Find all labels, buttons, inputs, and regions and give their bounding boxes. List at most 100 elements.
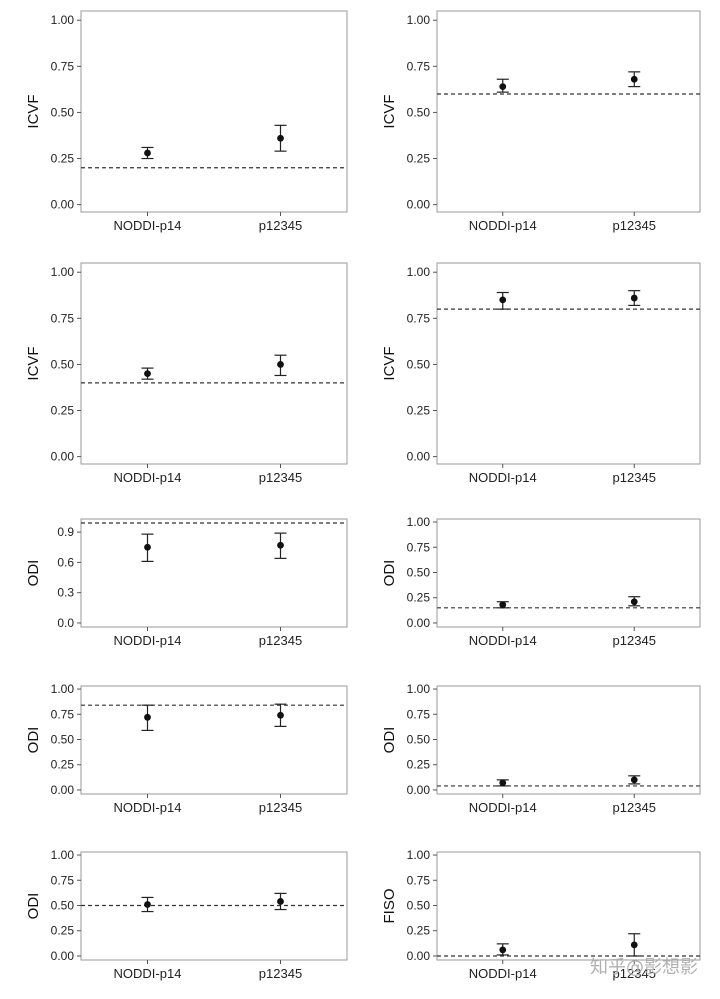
x-tick-label: NODDI-p14	[114, 470, 182, 485]
data-point	[630, 776, 638, 784]
data-point	[277, 541, 284, 549]
y-tick-label: 0.9	[57, 525, 74, 539]
y-tick-label: 0.00	[51, 783, 75, 797]
plot-frame	[436, 262, 701, 465]
data-point	[277, 134, 284, 142]
y-tick-label: 0.75	[407, 311, 431, 325]
x-tick-label: NODDI-p14	[114, 633, 182, 648]
chart-panel-4: 0.00 0.25 0.50 0.75 1.00 NODDI-p14 p12345 ICVF	[381, 262, 701, 485]
y-tick-label: 0.25	[407, 404, 431, 418]
y-tick-label: 0.50	[407, 898, 431, 912]
y-tick-label: 0.3	[57, 586, 74, 600]
plot-frame	[80, 10, 348, 213]
y-tick-label: 0.50	[407, 732, 431, 746]
y-tick-label: 0.75	[407, 59, 431, 73]
y-tick-label: 0.00	[51, 949, 75, 963]
x-tick-label: p12345	[259, 633, 302, 648]
chart-panel-3: 0.00 0.25 0.50 0.75 1.00 NODDI-p14 p12345 ICVF	[25, 262, 348, 485]
y-tick-label: 0.00	[407, 949, 431, 963]
y-tick-label: 0.25	[51, 152, 75, 166]
y-tick-label: 0.50	[407, 105, 431, 119]
x-tick-label: NODDI-p14	[469, 470, 537, 485]
y-tick-label: 1.00	[407, 848, 431, 862]
x-tick-label: p12345	[259, 800, 302, 815]
chart-panel-9: 0.00 0.25 0.50 0.75 1.00 NODDI-p14 p12345 ODI	[25, 848, 348, 981]
y-tick-label: 0.6	[57, 555, 74, 569]
data-point	[630, 75, 638, 83]
data-point	[499, 83, 507, 91]
y-tick-label: 0.25	[51, 758, 75, 772]
data-point	[630, 941, 638, 949]
plot-frame	[80, 262, 348, 465]
y-tick-label: 0.00	[407, 198, 431, 212]
data-point	[144, 543, 151, 551]
x-tick-label: NODDI-p14	[114, 800, 182, 815]
y-axis-title: ODI	[25, 560, 42, 587]
y-tick-label: 0.00	[407, 783, 431, 797]
chart-panel-8: 0.00 0.25 0.50 0.75 1.00 NODDI-p14 p12345 ODI	[381, 682, 701, 815]
y-tick-label: 0.75	[407, 873, 431, 887]
y-tick-label: 0.00	[51, 450, 75, 464]
y-axis-title: ODI	[25, 893, 42, 920]
y-tick-label: 0.50	[407, 565, 431, 579]
y-tick-label: 0.25	[407, 924, 431, 938]
data-point	[277, 898, 284, 905]
x-tick-label: p12345	[259, 470, 302, 485]
data-point	[499, 601, 507, 609]
chart-panel-6: 0.00 0.25 0.50 0.75 1.00 NODDI-p14 p12345 ODI	[381, 515, 701, 648]
y-tick-label: 0.75	[407, 540, 431, 554]
y-tick-label: 0.0	[57, 616, 74, 630]
y-tick-label: 1.00	[51, 13, 75, 27]
x-tick-label: NODDI-p14	[469, 800, 537, 815]
plot-frame	[436, 851, 701, 961]
x-tick-label: p12345	[613, 966, 656, 981]
plot-frame	[80, 685, 348, 795]
y-tick-label: 0.50	[407, 357, 431, 371]
data-point	[144, 901, 151, 908]
x-tick-label: p12345	[613, 218, 656, 233]
data-point	[630, 598, 638, 606]
y-tick-label: 0.00	[407, 450, 431, 464]
chart-panel-1: 0.00 0.25 0.50 0.75 1.00 NODDI-p14 p12345 ICVF	[25, 10, 348, 233]
y-tick-label: 0.50	[51, 105, 75, 119]
plot-frame	[436, 10, 701, 213]
y-tick-label: 0.50	[51, 898, 75, 912]
y-tick-label: 1.00	[407, 13, 431, 27]
y-tick-label: 1.00	[51, 848, 75, 862]
y-tick-label: 0.50	[51, 357, 75, 371]
y-tick-label: 0.25	[407, 758, 431, 772]
y-tick-label: 0.25	[51, 924, 75, 938]
y-axis-title: ICVF	[381, 346, 398, 380]
data-point	[630, 294, 638, 302]
x-tick-label: p12345	[613, 470, 656, 485]
x-tick-label: p12345	[613, 633, 656, 648]
y-axis-title: ODI	[381, 560, 398, 587]
y-axis-title: FISO	[381, 888, 398, 923]
y-tick-label: 1.00	[51, 682, 75, 696]
y-tick-label: 0.00	[51, 198, 75, 212]
x-tick-label: p12345	[259, 218, 302, 233]
x-tick-label: NODDI-p14	[469, 218, 537, 233]
data-point	[144, 149, 151, 157]
y-tick-label: 0.75	[51, 707, 75, 721]
x-tick-label: p12345	[613, 800, 656, 815]
y-tick-label: 1.00	[407, 265, 431, 279]
y-tick-label: 0.75	[51, 873, 75, 887]
x-tick-label: NODDI-p14	[469, 966, 537, 981]
y-tick-label: 0.00	[407, 616, 431, 630]
y-tick-label: 0.75	[407, 707, 431, 721]
plot-frame	[80, 518, 348, 628]
data-point	[144, 370, 151, 378]
plot-frame	[436, 685, 701, 795]
y-axis-title: ODI	[381, 727, 398, 754]
y-tick-label: 0.25	[407, 591, 431, 605]
y-tick-label: 0.75	[51, 311, 75, 325]
y-axis-title: ODI	[25, 727, 42, 754]
y-axis-title: ICVF	[381, 94, 398, 128]
chart-panel-7: 0.00 0.25 0.50 0.75 1.00 NODDI-p14 p12345 ODI	[25, 682, 348, 815]
y-tick-label: 0.50	[51, 732, 75, 746]
y-axis-title: ICVF	[25, 346, 42, 380]
x-tick-label: NODDI-p14	[469, 633, 537, 648]
y-tick-label: 0.75	[51, 59, 75, 73]
